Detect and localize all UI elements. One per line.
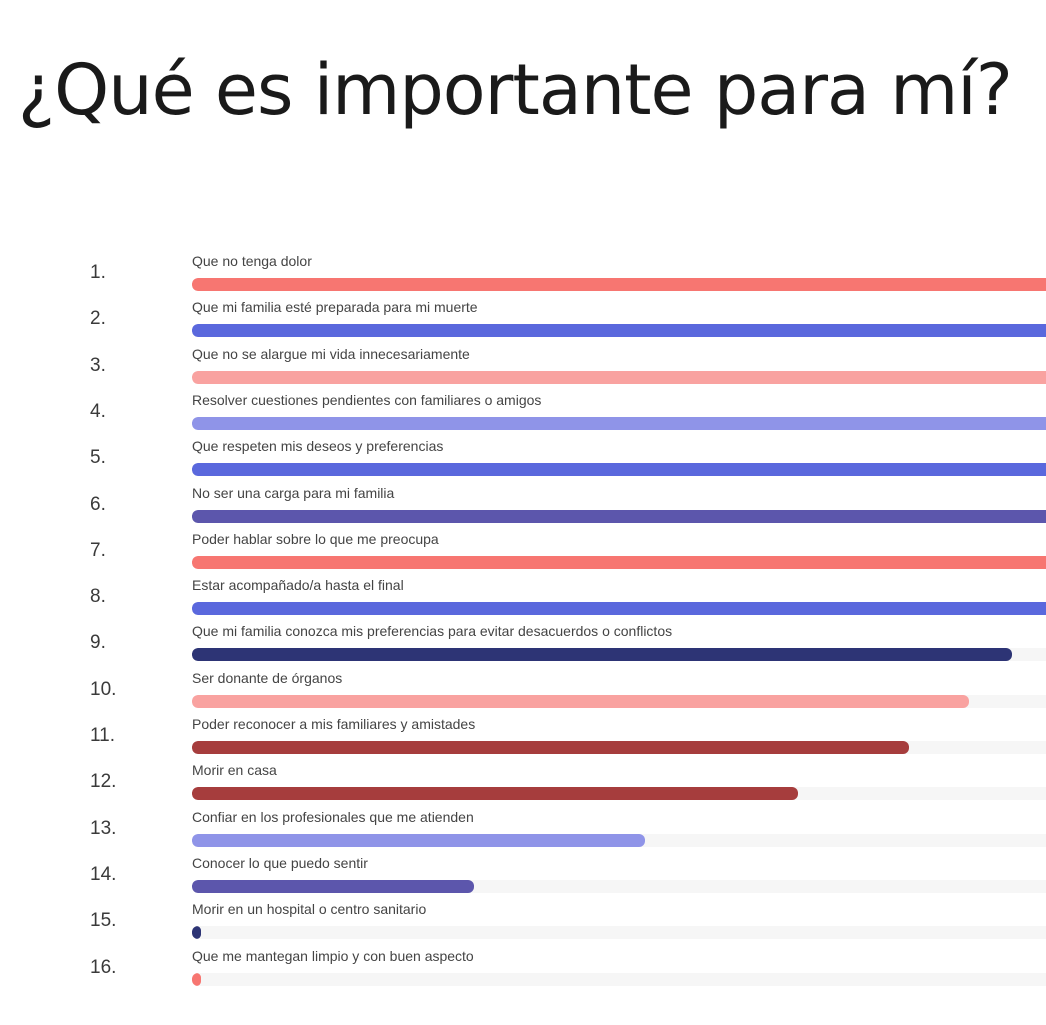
bar-track: [192, 370, 1046, 384]
bar-label: Ser donante de órganos: [192, 669, 343, 686]
bar: [192, 926, 201, 940]
bar-track: [192, 416, 1046, 430]
rank-number: 4.: [90, 400, 106, 422]
bar-track: [192, 648, 1046, 662]
bar-label: Morir en casa: [192, 762, 277, 779]
bar: [192, 648, 1012, 662]
rank-number: 8.: [90, 586, 106, 608]
bar-label: Que no tenga dolor: [192, 253, 312, 269]
bar-track: [192, 278, 1046, 291]
bar: [192, 833, 645, 847]
bar: [192, 370, 1046, 384]
bar-label: Resolver cuestiones pendientes con famil…: [192, 391, 542, 408]
bar: [192, 509, 1046, 523]
bar-track: [192, 741, 1046, 754]
rank-number: 2.: [90, 308, 106, 330]
rank-number: 10.: [90, 678, 117, 700]
bar-label: Que me mantegan limpio y con buen aspect…: [192, 947, 474, 964]
rank-number: 12.: [90, 771, 117, 793]
bar-track: [192, 694, 1046, 708]
bar: [192, 555, 1046, 569]
bar: [192, 972, 201, 986]
rank-number: 15.: [90, 910, 117, 932]
bar-track: [192, 833, 1046, 847]
rank-number: 14.: [90, 863, 117, 885]
rank-number: 7.: [90, 539, 106, 561]
bar-label: Que mi familia conozca mis preferencias …: [192, 623, 673, 640]
bar: [192, 278, 1046, 291]
bar-label: Conocer lo que puedo sentir: [192, 854, 368, 871]
rank-number: 9.: [90, 632, 106, 654]
bar-track: [192, 926, 1046, 940]
bar-track: [192, 463, 1046, 477]
bar-track: [192, 555, 1046, 569]
rank-number: 11.: [90, 725, 116, 746]
bar-label: Que respeten mis deseos y preferencias: [192, 438, 444, 455]
bar: [192, 463, 1046, 477]
bar-track: [192, 602, 1046, 616]
bar: [192, 694, 970, 708]
bar-label: Poder hablar sobre lo que me preocupa: [192, 530, 439, 547]
bar-track: [192, 972, 1046, 986]
bar-track: [192, 879, 1046, 893]
bar-label: Que mi familia esté preparada para mi mu…: [192, 299, 478, 316]
bar: [192, 324, 1046, 338]
bar: [192, 787, 799, 801]
bar: [192, 741, 910, 754]
rank-number: 6.: [90, 493, 106, 515]
rank-number: 13.: [90, 817, 117, 839]
bar: [192, 879, 474, 893]
bar-label: Confiar en los profesionales que me atie…: [192, 808, 474, 825]
page-title: ¿Qué es importante para mí?: [18, 49, 1013, 131]
rank-number: 16.: [90, 956, 117, 978]
bar-track: [192, 509, 1046, 523]
rank-number: 1.: [90, 262, 106, 283]
bar-label: Que no se alargue mi vida innecesariamen…: [192, 345, 470, 362]
bar: [192, 416, 1046, 430]
bar-label: Poder reconocer a mis familiares y amist…: [192, 716, 476, 732]
rank-number: 5.: [90, 447, 106, 469]
bar-label: Morir en un hospital o centro sanitario: [192, 901, 427, 918]
bar-label: No ser una carga para mi familia: [192, 484, 395, 501]
bar-track: [192, 787, 1046, 801]
bar: [192, 602, 1046, 616]
bar-label: Estar acompañado/a hasta el final: [192, 577, 404, 594]
bar-track: [192, 324, 1046, 338]
rank-number: 3.: [90, 354, 106, 376]
